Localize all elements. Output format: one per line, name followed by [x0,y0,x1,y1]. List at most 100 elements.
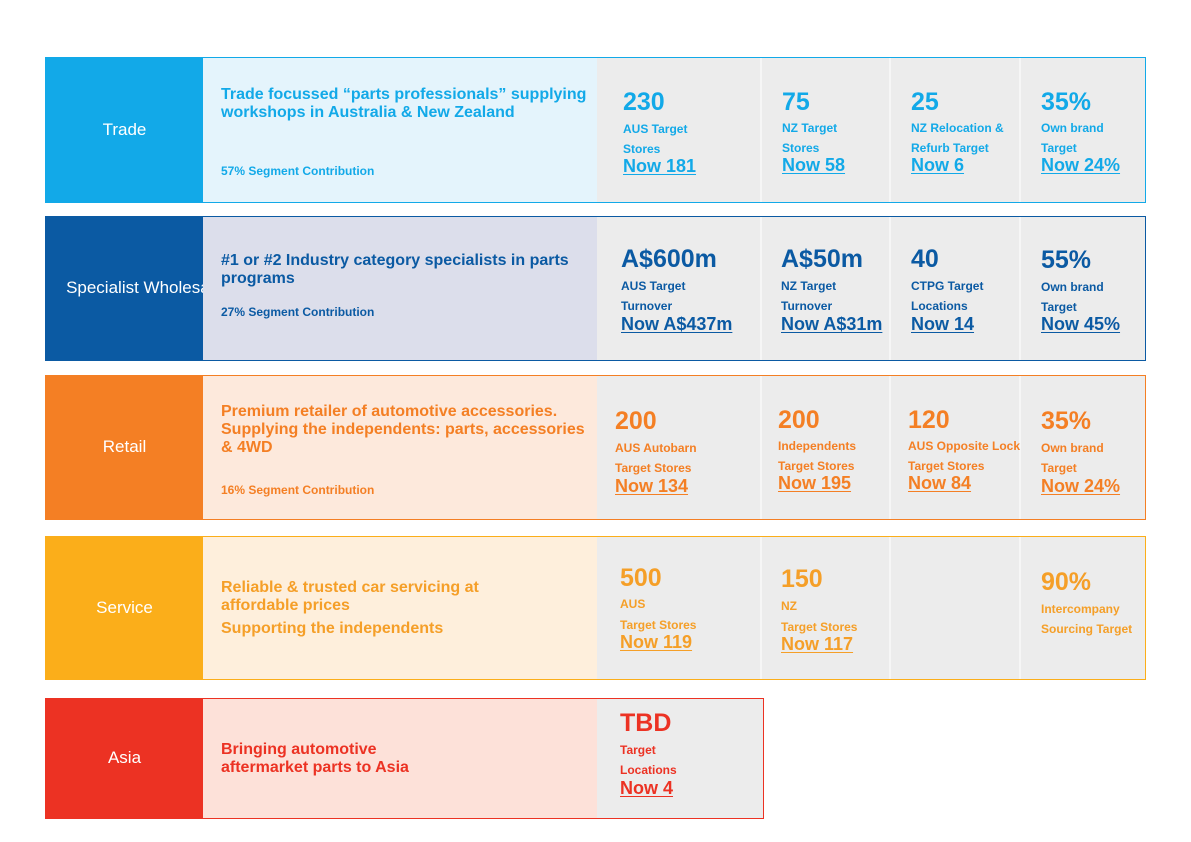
metric-now-link[interactable]: Now 119 [620,632,693,652]
metric-value: 90% [1041,568,1092,596]
metric-nz-target-stores: 75 NZ Target Stores Now 58 [782,58,912,202]
metric-value: 500 [620,564,662,592]
metric-caption: NZ Relocation & [911,121,1004,135]
segment-description-panel: Bringing automotive aftermarket parts to… [203,699,597,818]
metric-caption: Own brand [1041,441,1104,455]
metric-now-link[interactable]: Now 14 [911,314,975,334]
metric-value: 25 [911,88,939,116]
metric-value: TBD [620,709,672,737]
segment-row-retail: Retail Premium retailer of automotive ac… [45,375,1146,520]
metric-own-brand: 35% Own brand Target Now 24% [1041,376,1171,519]
metric-value: 35% [1041,407,1092,435]
metric-own-brand: 55% Own brand Target Now 45% [1041,217,1171,360]
metric-nz-target-turnover: A$50m NZ Target Turnover Now A$31m [781,217,911,360]
segment-description-panel: Trade focussed “parts professionals” sup… [203,58,597,202]
metric-now-link[interactable]: Now 195 [778,473,852,493]
metric-caption: Turnover [781,299,833,313]
metric-now-link[interactable]: Now 84 [908,473,972,493]
metric-value: 230 [623,88,665,116]
metric-caption: NZ Target [781,279,837,293]
segment-metrics: A$600m AUS Target Turnover Now A$437m A$… [597,217,1145,360]
metric-now-link[interactable]: Now 117 [781,634,854,654]
segment-row-asia: Asia Bringing automotive aftermarket par… [45,698,764,819]
metric-caption: Locations [620,763,677,777]
metric-caption: Stores [782,141,820,155]
segment-label-retail: Retail [46,376,203,519]
segment-row-trade: Trade Trade focussed “parts professional… [45,57,1146,203]
segment-description-panel: Reliable & trusted car servicing at affo… [203,537,597,679]
metric-now-link[interactable]: Now 24% [1041,155,1121,175]
metric-caption: Target Stores [620,618,697,632]
metric-caption: Target [1041,300,1077,314]
metric-now-link[interactable]: Now 58 [782,155,846,175]
segment-metrics: 200 AUS Autobarn Target Stores Now 134 2… [597,376,1145,519]
metric-now-link[interactable]: Now A$31m [781,314,883,334]
metric-caption: Independents [778,439,857,453]
segment-description: Premium retailer of automotive accessori… [221,403,585,456]
metric-aus-autobarn-stores: 200 AUS Autobarn Target Stores Now 134 [615,376,745,519]
metric-opposite-lock-stores: 120 AUS Opposite Lock Target Stores Now … [908,376,1038,519]
metric-caption: Target Stores [778,459,855,473]
metric-value: 150 [781,565,823,593]
metric-caption: Own brand [1041,121,1104,135]
segment-description-panel: #1 or #2 Industry category specialists i… [203,217,597,360]
metric-independents-stores: 200 Independents Target Stores Now 195 [778,376,908,519]
metric-now-link[interactable]: Now 45% [1041,314,1121,334]
metric-caption: Turnover [621,299,673,313]
segment-description: Bringing automotive aftermarket parts to… [221,741,409,776]
segment-label-service: Service [46,537,203,679]
metric-caption: Sourcing Target [1041,622,1133,636]
metric-caption: Refurb Target [911,141,989,155]
metric-target-locations: TBD Target Locations Now 4 [620,699,750,818]
metric-value: 55% [1041,246,1092,274]
metric-caption: AUS Autobarn [615,441,697,455]
metric-aus-target-turnover: A$600m AUS Target Turnover Now A$437m [621,217,751,360]
metric-caption: Target Stores [781,620,858,634]
segment-row-specialist-wholesale: Specialist Wholesale #1 or #2 Industry c… [45,216,1146,361]
metric-caption: NZ Target [782,121,838,135]
metric-caption: Locations [911,299,968,313]
metric-caption: Target [1041,141,1077,155]
metric-now-link[interactable]: Now 24% [1041,476,1121,496]
segment-description: Reliable & trusted car servicing at affo… [221,579,479,614]
segment-label-asia: Asia [46,699,203,818]
metric-ctpg-target-locations: 40 CTPG Target Locations Now 14 [911,217,1041,360]
metric-caption: AUS Opposite Lock [908,439,1021,453]
segment-description: Trade focussed “parts professionals” sup… [221,86,587,121]
metric-value: 200 [615,407,657,435]
metric-intercompany-sourcing: 90% Intercompany Sourcing Target [1041,537,1171,679]
segment-description-secondary: Supporting the independents [221,620,444,637]
metric-caption: NZ [781,599,797,613]
segment-description: #1 or #2 Industry category specialists i… [221,252,569,287]
metric-caption: CTPG Target [911,279,984,293]
segment-metrics: 230 AUS Target Stores Now 181 75 NZ Targ… [597,58,1145,202]
segment-contribution: 16% Segment Contribution [221,483,375,497]
metric-caption: Target [620,743,656,757]
segment-label-trade: Trade [46,58,203,202]
metric-value: 200 [778,406,820,434]
metric-caption: Target [1041,461,1077,475]
metric-value: 120 [908,406,950,434]
metric-aus-target-stores: 230 AUS Target Stores Now 181 [623,58,753,202]
metric-caption: Stores [623,142,661,156]
metric-nz-target-stores: 150 NZ Target Stores Now 117 [781,537,911,679]
metric-value: 75 [782,88,810,116]
metric-value: A$50m [781,245,863,273]
metric-now-link[interactable]: Now 4 [620,778,674,798]
metric-now-link[interactable]: Now 181 [623,156,697,176]
metric-caption: AUS [620,597,646,611]
metric-now-link[interactable]: Now A$437m [621,314,733,334]
metric-caption: AUS Target [623,122,688,136]
metric-caption: Own brand [1041,280,1104,294]
segment-metrics: TBD Target Locations Now 4 [597,699,763,818]
metric-nz-relocation: 25 NZ Relocation & Refurb Target Now 6 [911,58,1041,202]
metric-value: A$600m [621,245,717,273]
metric-caption: AUS Target [621,279,686,293]
metric-caption: Intercompany [1041,602,1120,616]
metric-now-link[interactable]: Now 134 [615,476,689,496]
segment-metrics: 500 AUS Target Stores Now 119 150 NZ Tar… [597,537,1145,679]
metric-caption: Target Stores [908,459,985,473]
metric-now-link[interactable]: Now 6 [911,155,965,175]
metric-caption: Target Stores [615,461,692,475]
segment-contribution: 27% Segment Contribution [221,305,375,319]
